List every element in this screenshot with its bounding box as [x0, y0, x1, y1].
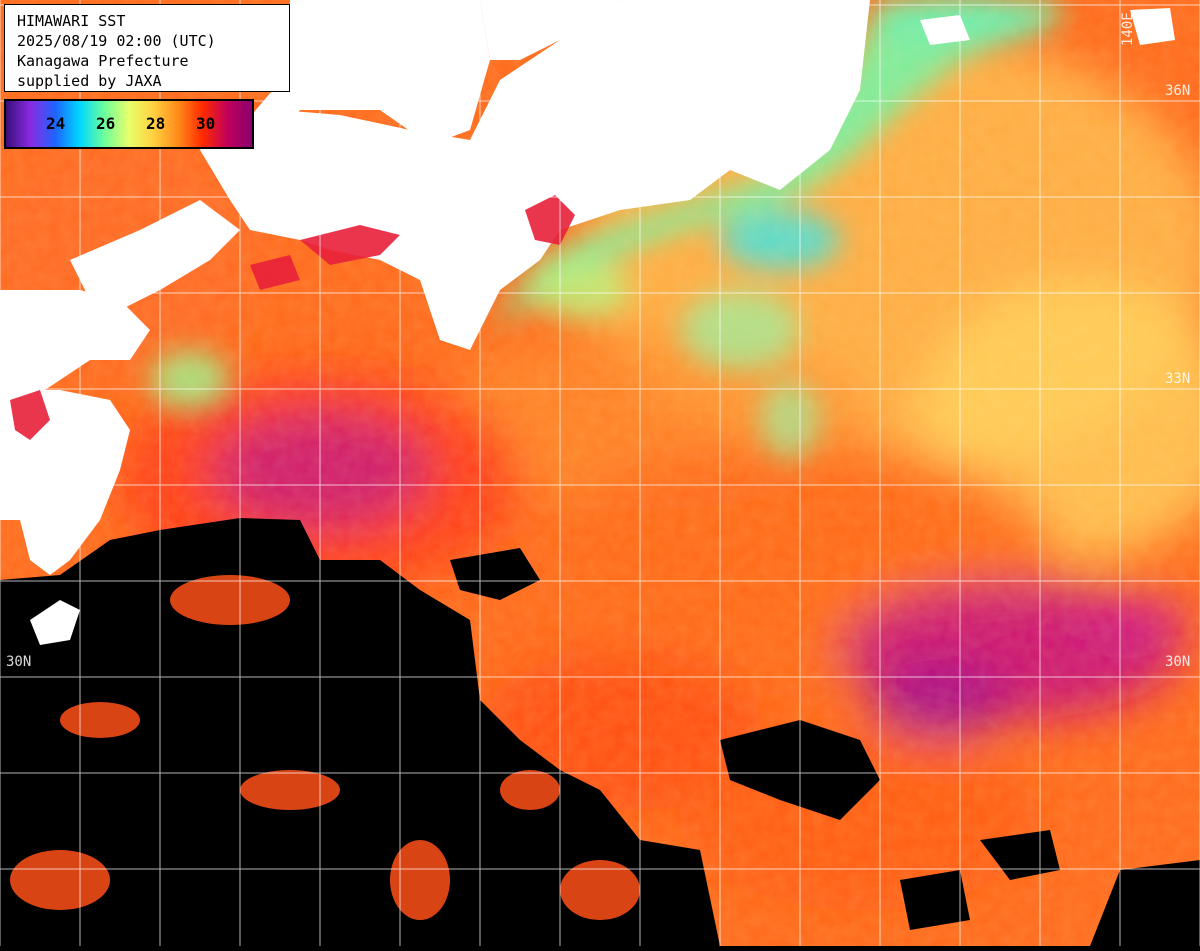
lon-label-136e: 136E [482, 0, 498, 34]
legend-label-26: 26 [96, 114, 116, 133]
map-credit: supplied by JAXA [17, 72, 162, 90]
legend-label-24: 24 [46, 114, 66, 133]
color-legend-gradient [6, 101, 252, 147]
map-region: Kanagawa Prefecture [17, 52, 189, 70]
lat-label-36n: 36N [1165, 83, 1190, 99]
lat-label-30n-right: 30N [1165, 654, 1190, 670]
map-datetime: 2025/08/19 02:00 (UTC) [17, 32, 216, 50]
cloud-cover [0, 518, 1200, 946]
legend-label-30: 30 [196, 114, 216, 133]
lon-label-140e: 140E [1120, 12, 1136, 46]
land-mass [0, 0, 1175, 645]
legend-label-28: 28 [146, 114, 166, 133]
coastal-warm-bays [10, 195, 575, 440]
map-title: HIMAWARI SST [17, 12, 126, 30]
color-legend: 24 26 28 30 [4, 99, 254, 149]
info-box: HIMAWARI SST 2025/08/19 02:00 (UTC) Kana… [4, 4, 290, 92]
lat-label-30n-left: 30N [6, 654, 31, 670]
cloud-gaps [10, 575, 640, 920]
lat-label-33n: 33N [1165, 371, 1190, 387]
